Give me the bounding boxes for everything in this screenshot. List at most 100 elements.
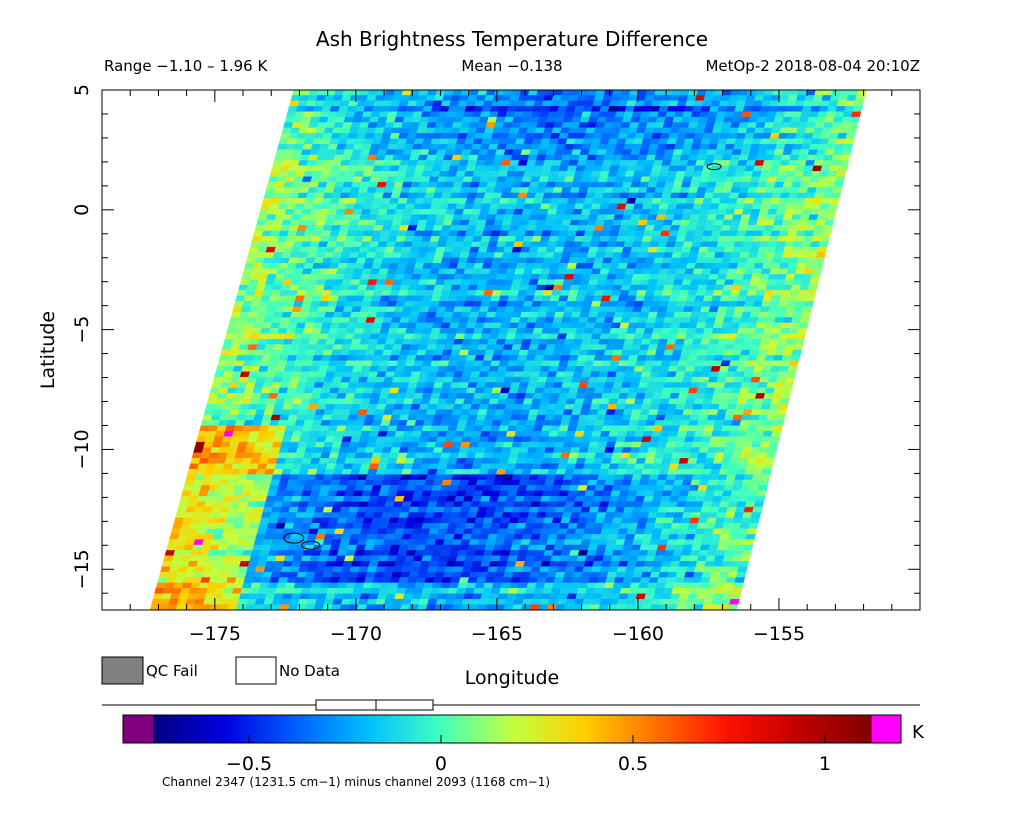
swath-cell [305,382,316,389]
swath-cell [288,317,300,324]
swath-cell [735,301,746,307]
swath-cell [312,387,323,394]
swath-cell [839,90,850,96]
swath-cell [491,387,502,394]
swath-cell [484,479,495,486]
swath-cell [748,452,759,459]
swath-cell [604,149,616,156]
swath-cell [337,387,349,394]
swath-cell [592,295,603,302]
swath-cell [527,90,539,96]
swath-cell [510,154,522,161]
swath-cell [809,143,820,150]
swath-cell [395,143,406,150]
swath-cell [463,301,474,307]
swath-cell [300,274,312,280]
swath-cell [606,371,618,378]
swath-cell [422,485,434,491]
swath-cell [406,290,418,296]
swath-cell [555,469,567,475]
swath-cell [728,295,739,302]
swath-cell [671,452,682,459]
swath-cell [272,160,284,167]
swath-cell [255,284,266,291]
swath-cell [384,122,395,129]
swath-cell [611,452,622,459]
swath-cell [527,219,538,226]
swath-cell [361,176,372,183]
swath-cell [290,154,302,161]
swath-cell [553,90,564,96]
swath-cell [373,160,385,167]
swath-cell [254,441,266,448]
swath-cell [571,441,582,448]
swath-cell [447,138,458,145]
swath-cell [572,404,584,410]
swath-cell [416,127,427,134]
swath-cell [718,436,729,443]
swath-cell [544,382,555,389]
swath-cell [191,452,203,459]
swath-cell [346,138,357,145]
swath-cell [398,257,409,264]
swath-cell [481,458,493,464]
swath-cell [500,127,512,134]
swath-cell [254,474,265,481]
swath-cell [378,143,389,150]
swath-cell [688,187,699,194]
swath-cell [460,214,472,221]
swath-cell [602,420,614,426]
swath-cell [695,425,706,432]
swath-cell [551,322,562,329]
swath-cell [641,138,652,145]
swath-cell [372,133,384,140]
swath-cell [454,176,465,183]
swath-cell [685,398,696,405]
swath-cell [434,311,446,318]
swath-cell [313,349,325,356]
swath-cell [358,311,369,318]
swath-cell [575,230,586,237]
swath-cell [742,441,754,448]
swath-cell [575,165,586,172]
swath-cell [338,257,350,264]
swath-cell [247,469,258,475]
swath-cell [761,333,772,340]
swath-cell [601,425,612,432]
swath-cell [283,181,294,188]
swath-cell [579,246,590,253]
swath-cell [352,208,363,215]
swath-cell [244,322,256,329]
swath-cell [358,122,370,129]
swath-cell [470,404,481,410]
swath-cell [365,317,376,324]
swath-cell [828,100,839,107]
swath-cell [716,241,728,248]
swath-cell [745,431,756,437]
swath-cell [197,463,208,470]
swath-cell [606,241,617,248]
swath-cell [625,463,637,470]
swath-cell [551,387,562,394]
swath-cell [846,95,857,102]
swath-cell [617,328,629,334]
swath-cell [744,469,755,475]
swath-cell [683,138,695,145]
swath-cell [271,257,282,264]
swath-cell [284,176,296,183]
swath-cell [344,425,356,432]
swath-cell [551,127,562,134]
swath-cell [727,366,739,372]
swath-cell [356,225,367,232]
swath-cell [619,420,631,426]
swath-cell [755,322,766,329]
swath-cell [281,311,293,318]
swath-cell [260,236,271,242]
swath-cell [569,414,581,421]
swath-cell [742,409,753,416]
swath-cell [764,187,775,194]
swath-cell [408,284,419,291]
swath-cell [717,306,728,313]
swath-cell [698,311,710,318]
swath-cell [665,274,677,280]
